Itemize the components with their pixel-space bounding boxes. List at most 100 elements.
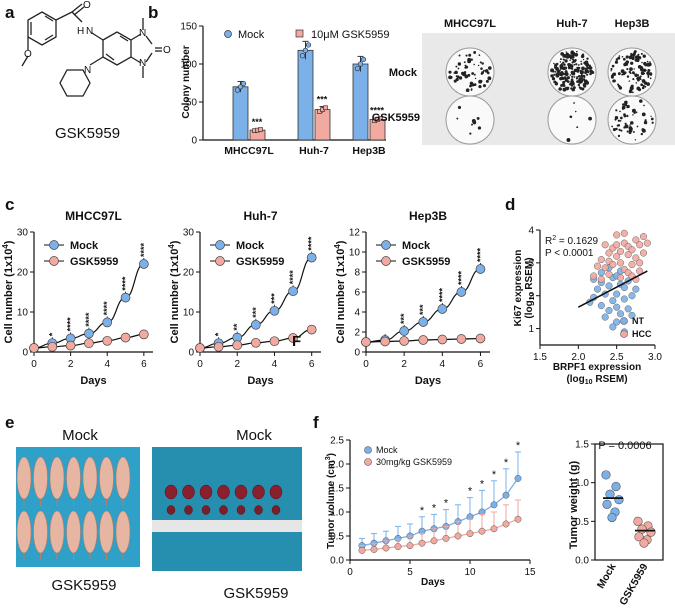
scatter-point (609, 297, 617, 305)
colony-spot (477, 64, 480, 67)
plate-col-huh7: Huh-7 (556, 18, 587, 30)
colony-spot (576, 76, 579, 78)
weight-category-label: Mock (595, 561, 619, 590)
volume-point (382, 544, 390, 552)
colony-spot (480, 79, 483, 83)
colony-spot (644, 119, 647, 122)
growth-point (306, 324, 317, 335)
scatter-point (643, 239, 651, 247)
scatter-point (624, 305, 632, 313)
volume-point (502, 520, 510, 528)
colony-spot (637, 74, 640, 77)
colony-y-tick-label: 150 (180, 22, 197, 33)
colony-spot (643, 104, 645, 107)
weight-y-tick-label: 1.5 (575, 440, 589, 451)
panel-label-f: f (313, 413, 319, 432)
colony-spot (556, 69, 561, 73)
colony-spot (615, 116, 618, 119)
growth-point (213, 341, 224, 352)
growth-ylabel-end: ) (169, 240, 181, 244)
panel-label-e: e (5, 413, 14, 432)
growth-point (288, 333, 298, 343)
growth-point (102, 317, 113, 328)
compound-name: GSK5959 (55, 125, 120, 142)
colony-spot (467, 73, 471, 77)
colony-spot (566, 80, 570, 84)
colony-spot (482, 84, 487, 88)
mouse (82, 456, 98, 500)
colony-spot (482, 69, 485, 72)
chemical-structure-atoms: O H N O N N O N (24, 0, 171, 76)
colony-spot (564, 59, 568, 63)
colony-spot (641, 112, 646, 117)
colony-spot (479, 61, 482, 64)
colony-spot (458, 54, 461, 57)
weight-y-tick-label: 0.0 (575, 556, 589, 567)
colony-spot (612, 79, 616, 83)
scatter-fit-line (577, 270, 648, 308)
colony-spot (555, 81, 558, 85)
colony-spot (626, 68, 629, 71)
colony-spot (643, 120, 648, 125)
colony-category-label: Huh-7 (299, 145, 329, 157)
colony-spot (478, 84, 482, 89)
growth-point (380, 336, 390, 347)
weight-point (633, 516, 643, 526)
growth-ylabel-end: ) (3, 240, 15, 244)
growth-y-tick-label: 20 (17, 268, 29, 279)
colony-spot (572, 56, 575, 59)
growth-y-tick-label: 0 (188, 348, 194, 359)
growth-point (120, 332, 131, 343)
weight-point (602, 499, 612, 509)
colony-dot (234, 87, 241, 93)
colony-spot (555, 73, 559, 77)
colony-spot (474, 77, 477, 80)
colony-spot (555, 62, 559, 66)
scatter-point (613, 318, 621, 326)
colony-spot (467, 57, 472, 62)
chemical-structure (21, 3, 162, 97)
colony-spot (583, 76, 586, 79)
colony-spot (590, 67, 593, 70)
colony-dot (302, 47, 309, 53)
colony-spot (612, 72, 617, 76)
growth-xlabel: Days (80, 375, 106, 387)
mouse (33, 510, 48, 554)
colony-spot (636, 125, 639, 128)
tumor-weight-chart: Tumor weight (g) 0.0 0.5 1.0 1.5 MockGSK5959… (568, 440, 664, 607)
colony-spot (628, 131, 632, 135)
scatter-point (613, 252, 621, 260)
tumor-mock (199, 484, 213, 500)
scatter-point (616, 259, 625, 267)
growth-sig-mark: **** (139, 242, 149, 257)
colony-spot (621, 55, 624, 58)
volume-point (406, 542, 414, 550)
growth-x-tick-label: 4 (272, 359, 278, 370)
colony-spot (611, 125, 614, 128)
colony-spot (640, 83, 644, 87)
growth-point (138, 259, 149, 269)
colony-spot (553, 73, 556, 76)
colony-spot (480, 67, 483, 70)
scatter-point (601, 313, 609, 321)
colony-spot (469, 84, 472, 88)
growth-point (456, 287, 467, 297)
tumor-mock (252, 484, 265, 500)
colony-dot (360, 56, 367, 63)
growth-legend-gsk-marker (215, 256, 225, 266)
colony-spot (621, 107, 625, 110)
volume-sig-mark: * (432, 502, 437, 514)
colony-spot (565, 86, 567, 89)
scatter-point (605, 282, 613, 290)
growth-y-tick-label: 6 (354, 288, 360, 299)
colony-spot (478, 54, 481, 57)
colony-spot (631, 91, 634, 94)
plate-dish (547, 95, 597, 145)
growth-point (269, 305, 280, 316)
colony-spot (448, 75, 452, 80)
colony-bar (314, 109, 331, 141)
mouse (82, 510, 98, 554)
panel-label-a: a (5, 3, 15, 22)
